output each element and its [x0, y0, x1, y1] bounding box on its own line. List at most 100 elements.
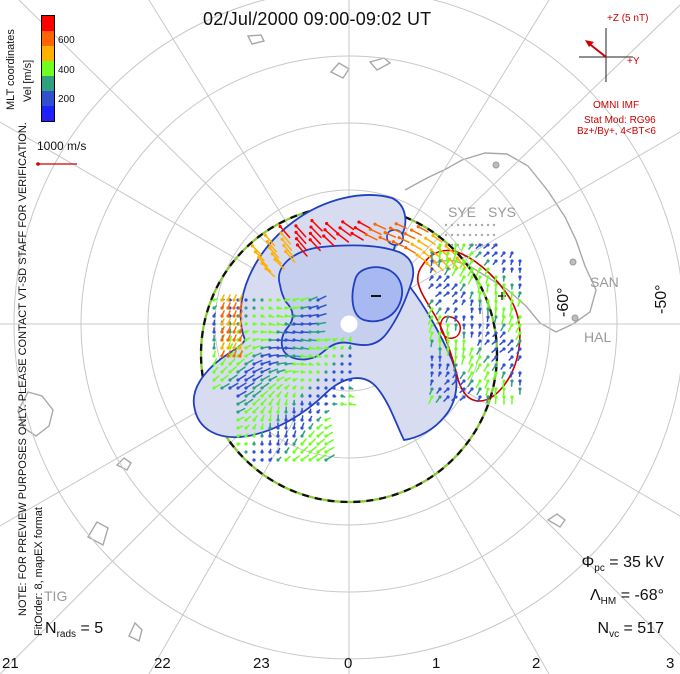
- vector-right-114-origin: [470, 331, 474, 335]
- vector-right-83-origin: [470, 307, 474, 311]
- vector-arc-21-shaft: [309, 232, 322, 245]
- vector-left-102-origin: [324, 346, 328, 350]
- vector-right-57-origin: [510, 283, 514, 287]
- vector-left-219-origin: [300, 402, 304, 406]
- vector-left-67-origin: [300, 330, 304, 334]
- vector-left-191-origin: [316, 386, 320, 390]
- vector-right-182-origin: [430, 387, 434, 391]
- station-dot-23: [474, 243, 478, 247]
- vector-arc-60-origin: [415, 253, 419, 257]
- station-dot-13: [468, 233, 472, 237]
- vector-left-184-origin: [260, 386, 264, 390]
- vector-arc-54-shaft: [417, 225, 429, 233]
- vector-right-62-origin: [462, 291, 466, 295]
- vector-left-263-origin: [244, 434, 248, 438]
- vector-right-162-origin: [438, 371, 442, 375]
- vector-right-86-origin: [494, 307, 498, 311]
- vector-right-72-origin: [462, 299, 466, 303]
- vector-right-154-origin: [454, 363, 458, 367]
- vector-left-162-origin: [228, 378, 232, 382]
- vector-left-114-origin: [276, 354, 280, 358]
- vector-edge-27-origin: [238, 346, 242, 350]
- vector-left-254-origin: [268, 426, 272, 430]
- vector-right-41-origin: [462, 275, 466, 279]
- vector-right-31-origin: [462, 267, 466, 271]
- vector-left-259-origin: [308, 426, 312, 430]
- vector-left-257-origin: [292, 426, 296, 430]
- vector-right-92-origin: [454, 315, 458, 319]
- vector-right-54-origin: [486, 283, 490, 287]
- vector-left-173-origin: [316, 378, 320, 382]
- station-dot-16: [486, 233, 490, 237]
- vector-left-150-origin: [276, 370, 280, 374]
- vector-left-197-origin: [244, 394, 248, 398]
- vector-right-137-origin: [494, 347, 498, 351]
- vector-right-87-origin: [502, 307, 506, 311]
- vector-left-262-origin: [236, 434, 240, 438]
- nvc-subscript: vc: [609, 629, 620, 641]
- vector-left-141-origin: [348, 362, 352, 366]
- vector-left-166-origin: [260, 378, 264, 382]
- vector-left-192-origin: [324, 386, 328, 390]
- vector-left-163-origin: [236, 378, 240, 382]
- vector-left-256-origin: [284, 426, 288, 430]
- vector-arc-51-shaft: [398, 236, 410, 244]
- vector-arc-35-shaft: [351, 232, 364, 241]
- vector-left-250-origin: [236, 426, 240, 430]
- vector-right-79-origin: [430, 307, 434, 311]
- velocity-units-label: Vel [m/s]: [22, 59, 34, 102]
- vector-left-88-origin: [212, 346, 216, 350]
- vector-left-165-origin: [252, 378, 256, 382]
- vector-left-18-origin: [244, 306, 248, 310]
- vector-right-16-origin: [510, 251, 514, 255]
- vector-left-210-origin: [348, 394, 352, 398]
- vector-right-169-origin: [502, 371, 506, 375]
- vector-left-123-origin: [348, 354, 352, 358]
- vector-arc-4-shaft: [251, 245, 262, 256]
- vector-right-95-origin: [486, 315, 490, 319]
- vector-left-118-origin: [308, 354, 312, 358]
- vector-left-169-origin: [284, 378, 288, 382]
- vector-right-65-origin: [494, 291, 498, 295]
- vector-arc-1-shaft: [261, 262, 272, 273]
- vector-right-140-origin: [518, 347, 522, 351]
- vector-right-43-origin: [478, 275, 482, 279]
- vector-right-74-origin: [478, 299, 482, 303]
- vector-right-28-origin: [430, 267, 434, 271]
- vector-left-25-origin: [300, 306, 304, 310]
- vector-left-63-origin: [268, 330, 272, 334]
- vector-right-9-origin: [446, 251, 450, 255]
- vector-right-130-origin: [518, 339, 522, 343]
- vector-right-11-origin: [470, 251, 474, 255]
- vector-edge-21-origin: [226, 338, 230, 342]
- vector-left-200-origin: [268, 394, 272, 398]
- station-label-hal: HAL: [584, 329, 612, 345]
- vector-left-128-origin: [244, 362, 248, 366]
- vector-left-78-origin: [276, 338, 280, 342]
- vector-left-292-origin: [292, 450, 296, 454]
- vector-left-291-origin: [284, 450, 288, 454]
- vector-left-46-origin: [244, 322, 248, 326]
- vector-arc-6-shaft: [271, 253, 282, 265]
- vector-edge-5-origin: [226, 306, 230, 310]
- station-label-sye: SYE: [448, 204, 477, 220]
- positive-contour: [416, 249, 521, 402]
- vector-left-264-origin: [252, 434, 256, 438]
- vector-right-196-origin: [462, 395, 466, 399]
- vector-left-50-origin: [276, 322, 280, 326]
- vector-right-178-origin: [486, 379, 490, 383]
- vector-right-103-origin: [462, 323, 466, 327]
- latitude-label-neg60: -60°: [555, 287, 572, 317]
- vector-left-152-origin: [292, 370, 296, 374]
- vector-left-47-origin: [252, 322, 256, 326]
- vector-left-6-origin: [260, 298, 264, 302]
- vector-left-271-origin: [308, 434, 312, 438]
- vector-left-164-origin: [244, 378, 248, 382]
- vector-right-161-origin: [430, 371, 434, 375]
- vector-arc-56-origin: [410, 242, 414, 246]
- vector-right-49-origin: [438, 283, 442, 287]
- vector-arc-42-shaft: [374, 223, 387, 230]
- vector-left-195-origin: [348, 386, 352, 390]
- vector-arc-6-origin: [270, 252, 274, 256]
- vector-arc-58-origin: [424, 236, 428, 240]
